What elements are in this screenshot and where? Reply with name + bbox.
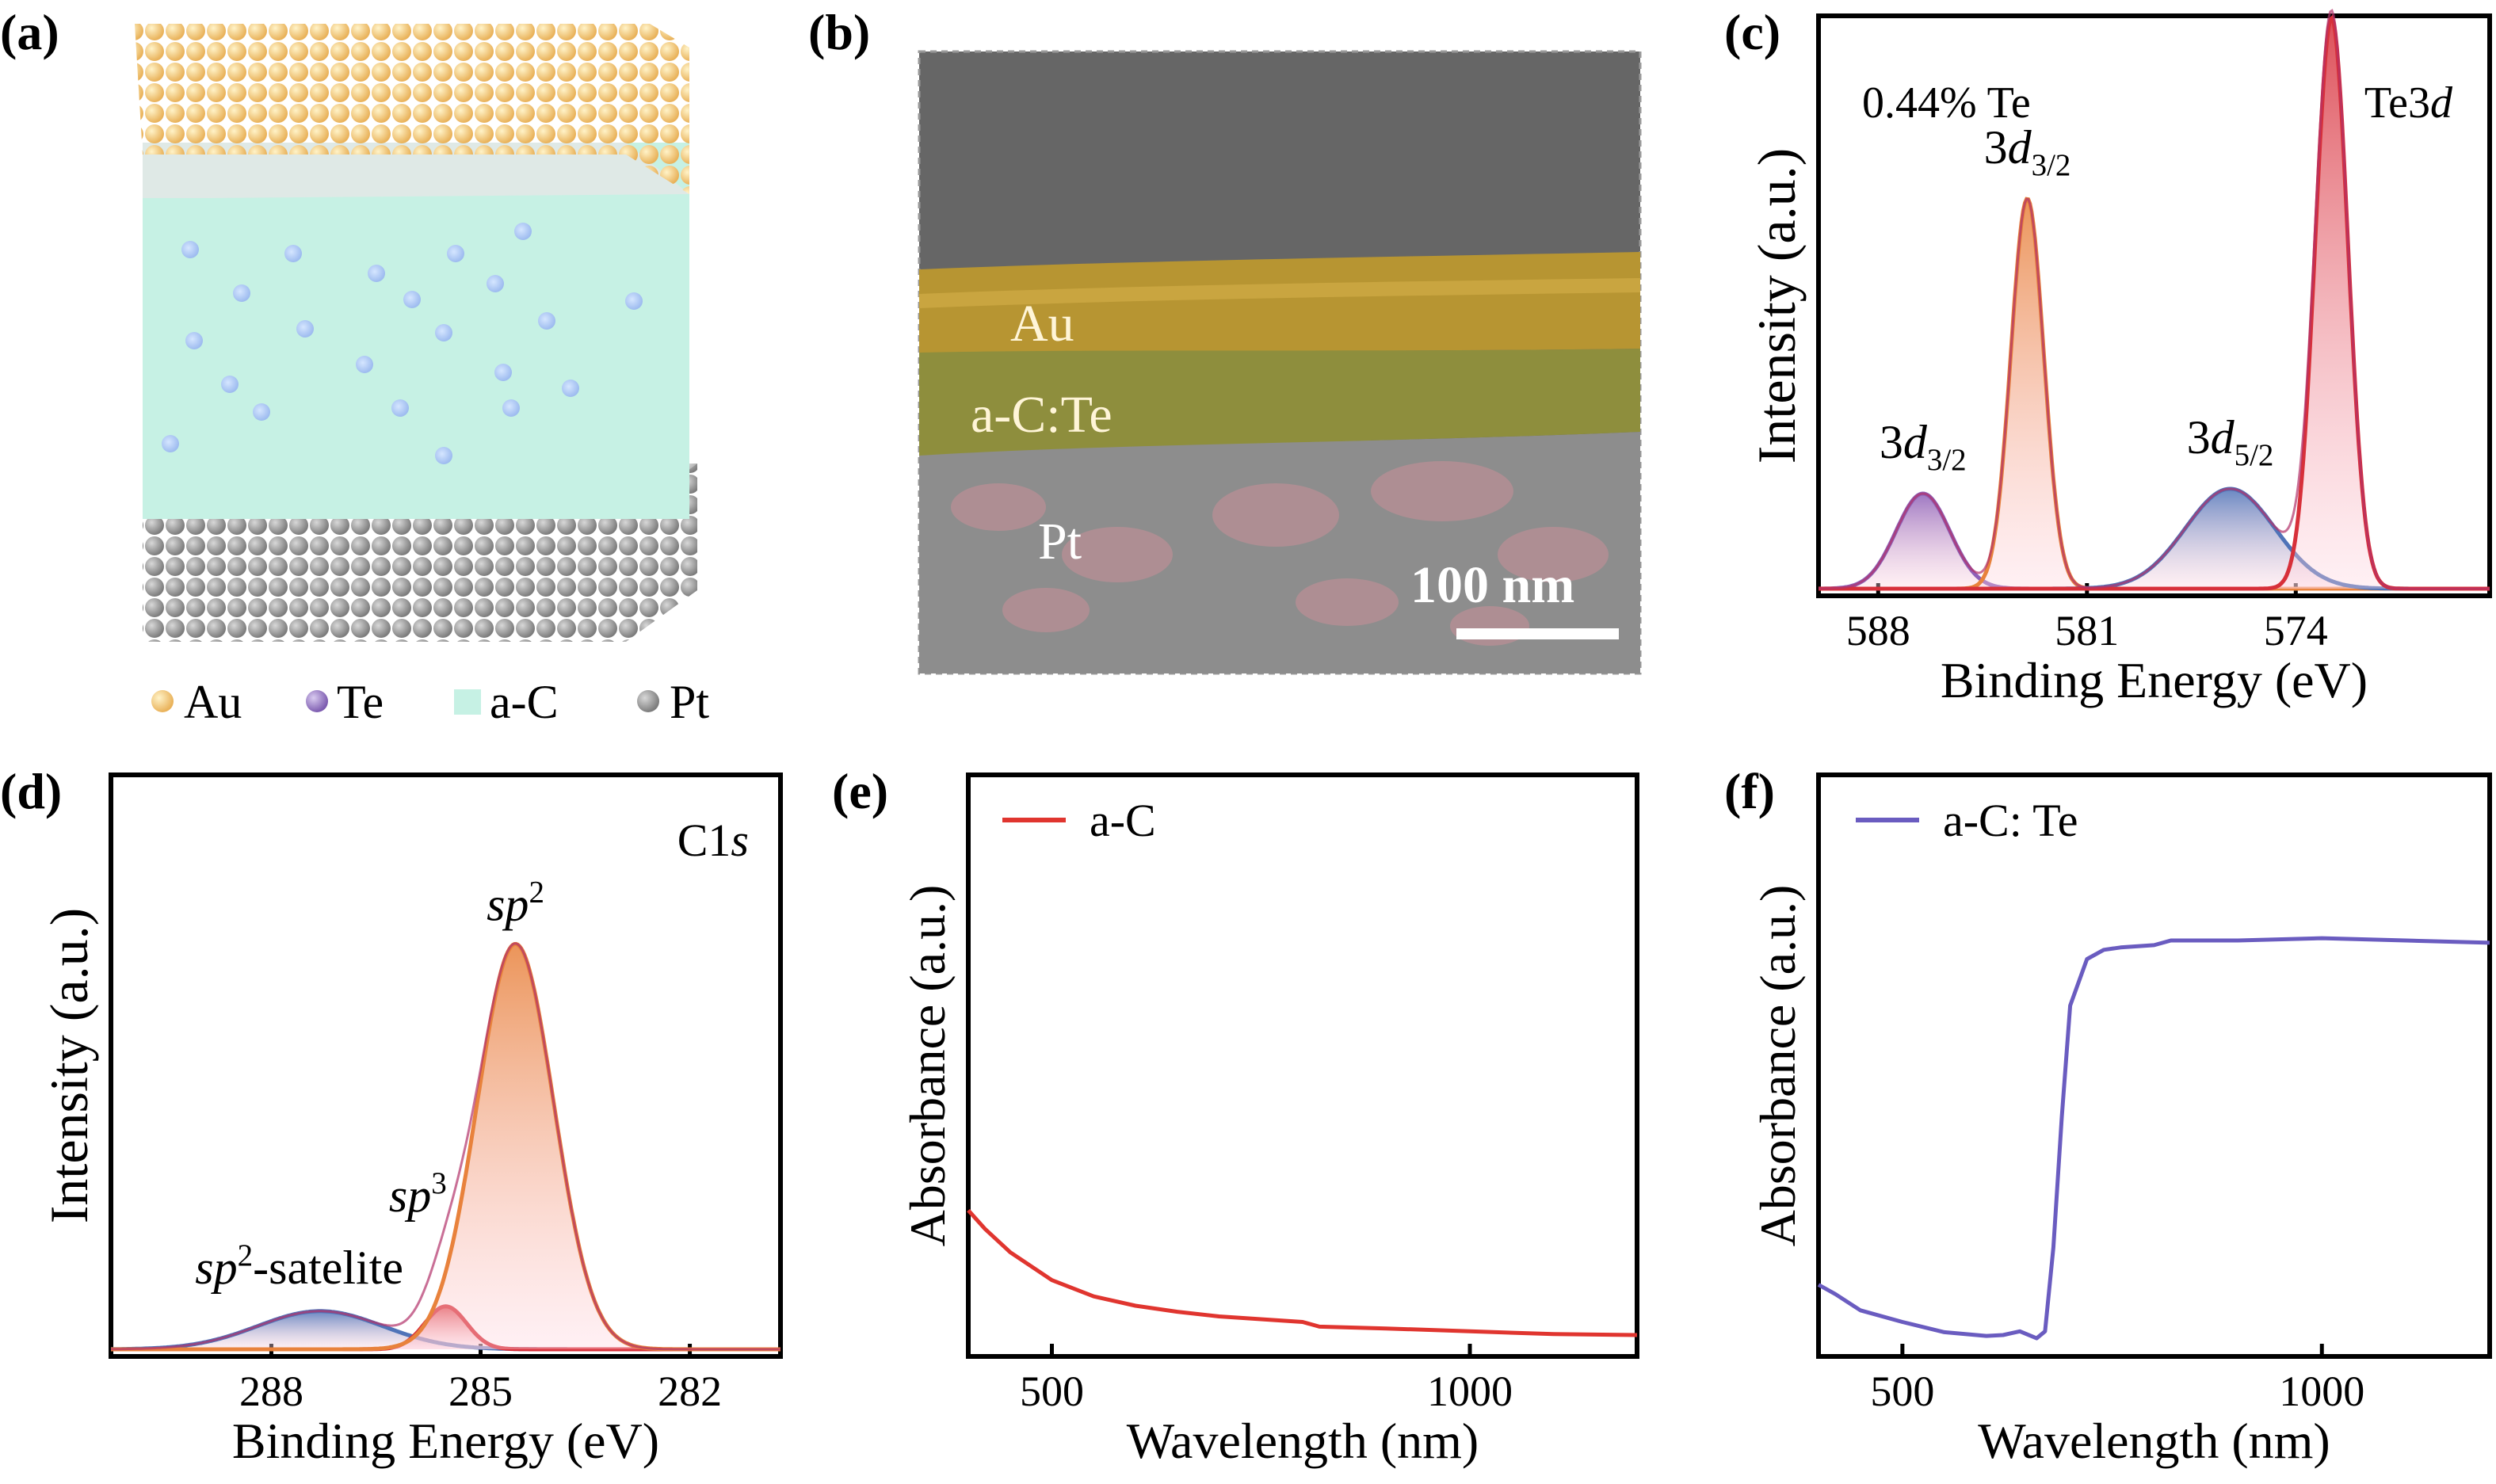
au-atom-icon — [151, 690, 174, 712]
x-tick-label: 588 — [1846, 607, 1910, 654]
plot-frame — [1816, 773, 2492, 1359]
x-axis-label: Wavelength (nm) — [1127, 1413, 1479, 1469]
peak-label: 3d3/2 — [1880, 416, 1967, 477]
panel-label-c: (c) — [1724, 4, 1780, 60]
x-tick-label: 574 — [2264, 607, 2328, 654]
peak-label: 3d3/2 — [1984, 121, 2071, 182]
x-tick-label: 285 — [448, 1368, 513, 1415]
y-axis-label: Absorbance (a.u.) — [899, 885, 956, 1247]
x-tick-label: 500 — [1020, 1368, 1084, 1415]
plot-frame — [109, 773, 783, 1359]
panel-label-a: (a) — [0, 4, 59, 60]
x-tick-label: 1000 — [1427, 1368, 1513, 1415]
x-tick-label: 282 — [658, 1368, 722, 1415]
peak-fill — [1819, 489, 2490, 589]
x-axis-label: Wavelength (nm) — [1978, 1413, 2330, 1469]
composition-annotation: 0.44% Te — [1862, 78, 2031, 128]
scale-bar — [1456, 628, 1619, 639]
legend-label: a-C: Te — [1943, 795, 2078, 846]
envelope-curve — [1819, 9, 2490, 590]
core-level-annotation: C1s — [677, 814, 749, 866]
panel-label-b: (b) — [808, 4, 870, 60]
plot-frame — [966, 773, 1639, 1359]
pt-layer-front — [143, 515, 626, 642]
peak-label: 3d5/2 — [2288, 0, 2376, 2]
te-dopants — [162, 223, 643, 464]
legend-label-ac: a-C — [490, 676, 559, 728]
te-atom-icon — [306, 690, 328, 712]
ac-square-icon — [454, 689, 481, 715]
series-line — [1817, 936, 2490, 1341]
panel-label-f: (f) — [1724, 763, 1775, 819]
ac-layer-front — [143, 143, 689, 519]
au-streak — [918, 278, 1641, 308]
micrograph-label-pt: Pt — [1038, 513, 1082, 570]
series-line — [967, 1208, 1638, 1337]
au-layer — [135, 24, 689, 194]
legend-label-au: Au — [184, 676, 242, 728]
peak-label: sp2 — [487, 876, 544, 931]
peak-fill — [1819, 17, 2490, 589]
y-axis-label: Absorbance (a.u.) — [1750, 885, 1806, 1247]
schematic-device — [135, 24, 697, 642]
x-axis-label: Binding Energy (eV) — [1941, 652, 2368, 708]
micrograph-label-au: Au — [1010, 295, 1074, 353]
peak-label: sp3 — [389, 1166, 447, 1222]
pt-atom-icon — [637, 690, 659, 712]
ac-layer-top-shade — [143, 143, 689, 198]
legend-label-te: Te — [337, 676, 384, 728]
x-tick-label: 581 — [2055, 607, 2119, 654]
legend-label: a-C — [1090, 795, 1156, 846]
peak-label: sp2-satelite — [195, 1238, 403, 1294]
x-tick-label: 288 — [239, 1368, 303, 1415]
y-axis-label: Intensity (a.u.) — [1746, 148, 1807, 464]
legend-label-pt: Pt — [670, 676, 709, 728]
panel-label-d: (d) — [0, 763, 62, 819]
x-tick-label: 500 — [1870, 1368, 1934, 1415]
y-axis-label: Intensity (a.u.) — [39, 908, 99, 1223]
x-tick-label: 1000 — [2279, 1368, 2364, 1415]
au-region — [919, 252, 1640, 353]
envelope-curve — [111, 942, 780, 1351]
micrograph-label-act: a-C:Te — [971, 386, 1113, 444]
scale-bar-label: 100 nm — [1410, 556, 1574, 614]
schematic-legend: Au Te a-C Pt — [151, 676, 709, 728]
panel-label-e: (e) — [832, 763, 888, 819]
ac-te-region — [919, 349, 1640, 456]
peak-label: 3d5/2 — [2187, 411, 2274, 472]
plot-frame — [1816, 13, 2492, 598]
sem-micrograph: Au a-C:Te Pt 100 nm — [918, 50, 1642, 675]
x-axis-label: Binding Energy (eV) — [232, 1413, 659, 1469]
core-level-annotation: Te3d — [2364, 78, 2453, 128]
